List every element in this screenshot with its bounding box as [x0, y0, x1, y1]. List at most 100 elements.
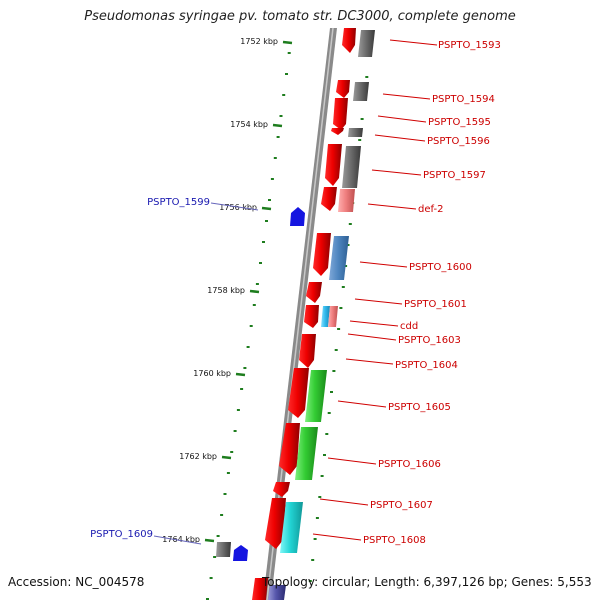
kbp-tick-1760: 1760 kbp — [193, 369, 246, 378]
gene-label-1597[interactable]: PSPTO_1597 — [423, 170, 486, 181]
right-leader-lines — [312, 39, 438, 541]
kbp-label-1758: 1758 kbp — [207, 286, 245, 295]
inner-tick — [330, 391, 333, 393]
forward-strand-genes — [252, 28, 356, 600]
gene-label-1609[interactable]: PSPTO_1609 — [90, 529, 153, 540]
inner-tick — [334, 349, 338, 351]
accession-label: Accession: NC_004578 — [8, 575, 145, 589]
left-leader-lines — [153, 202, 259, 545]
gene-label-1607[interactable]: PSPTO_1607 — [370, 500, 433, 511]
gene-label-1600[interactable]: PSPTO_1600 — [409, 262, 472, 273]
inner-tick — [325, 433, 329, 435]
kbp-label-1754: 1754 kbp — [230, 120, 268, 129]
gene-arrow-bottom[interactable] — [252, 578, 268, 600]
inner-tick — [323, 454, 326, 456]
gene-label-1595[interactable]: PSPTO_1595 — [428, 117, 491, 128]
gene-arrow-1600[interactable] — [313, 233, 331, 276]
feature-block-1594[interactable] — [353, 82, 369, 101]
gene-arrow-1597[interactable] — [325, 144, 342, 186]
inner-tick — [348, 223, 352, 225]
feature-block-1600[interactable] — [329, 236, 349, 280]
gene-arrow-1605[interactable] — [288, 368, 309, 418]
map-title: Pseudomonas syringae pv. tomato str. DC3… — [84, 9, 516, 24]
gene-arrow-1601[interactable] — [306, 282, 322, 303]
gene-arrow-1595[interactable] — [333, 98, 348, 130]
inner-tick — [332, 370, 336, 372]
minor-tick — [236, 409, 240, 411]
kbp-label-1752: 1752 kbp — [240, 37, 278, 46]
minor-tick — [226, 472, 230, 474]
minor-tick — [262, 241, 265, 243]
inner-tick — [318, 496, 322, 498]
gene-arrow-1608[interactable] — [265, 498, 286, 549]
feature-block-1608[interactable] — [280, 502, 303, 553]
inner-tick — [311, 559, 315, 561]
minor-tick — [282, 94, 286, 96]
feature-block-1596[interactable] — [348, 128, 363, 137]
minor-tick — [223, 493, 227, 495]
kbp-label-1760: 1760 kbp — [193, 369, 231, 378]
inner-tick — [341, 286, 345, 288]
inner-tick — [313, 538, 317, 540]
minor-tick — [287, 52, 291, 54]
kbp-tick-1764: 1764 kbp — [162, 535, 215, 544]
gene-label-1596[interactable]: PSPTO_1596 — [427, 136, 490, 147]
minor-tick — [255, 283, 259, 285]
gene-arrow-1606[interactable] — [279, 423, 300, 475]
gene-arrow-1609[interactable] — [233, 545, 248, 561]
feature-block-1597[interactable] — [342, 146, 361, 188]
minor-tick — [273, 157, 277, 159]
gene-arrow-1607[interactable] — [273, 482, 290, 497]
gene-arrow-1603[interactable] — [299, 334, 316, 368]
gene-label-1594[interactable]: PSPTO_1594 — [432, 94, 495, 105]
gene-label-1603[interactable]: PSPTO_1603 — [398, 335, 461, 346]
minor-tick — [233, 430, 237, 432]
kbp-tick-1758: 1758 kbp — [207, 286, 260, 295]
gene-arrow-1593[interactable] — [342, 28, 356, 53]
topology-label: Topology: circular; Length: 6,397,126 bp… — [262, 575, 592, 589]
feature-block-1606[interactable] — [295, 427, 318, 480]
gene-arrow-cdd[interactable] — [304, 305, 319, 328]
feature-block-def2[interactable] — [338, 189, 355, 212]
inner-tick — [315, 517, 319, 519]
minor-tick — [276, 136, 280, 138]
kbp-tick-1752: 1752 kbp — [240, 37, 293, 46]
feature-block-cdd-a[interactable] — [321, 306, 330, 327]
gene-arrow-1599[interactable] — [290, 207, 305, 226]
gene-label-1608[interactable]: PSPTO_1608 — [363, 535, 426, 546]
gene-arrow-def2[interactable] — [321, 187, 337, 211]
minor-tick — [265, 220, 268, 222]
gene-label-1604[interactable]: PSPTO_1604 — [395, 360, 458, 371]
gene-label-1605[interactable]: PSPTO_1605 — [388, 402, 451, 413]
kbp-tick-1756: 1756 kbp — [219, 203, 272, 212]
minor-tick-track — [206, 52, 291, 600]
left-gene-labels: PSPTO_1599 PSPTO_1609 — [90, 197, 210, 540]
inner-tick — [344, 265, 348, 267]
feature-block-cdd-b[interactable] — [328, 306, 338, 327]
gene-label-1599[interactable]: PSPTO_1599 — [147, 197, 210, 208]
minor-tick — [206, 598, 209, 600]
kbp-label-1762: 1762 kbp — [179, 452, 217, 461]
feature-block-bottom[interactable] — [268, 585, 286, 600]
feature-block-1593[interactable] — [358, 30, 375, 57]
inner-tick — [346, 244, 350, 246]
inner-tick — [337, 328, 341, 330]
feature-blocks — [268, 30, 375, 600]
minor-tick — [259, 262, 262, 264]
feature-block-1605[interactable] — [305, 370, 327, 422]
gene-label-1593[interactable]: PSPTO_1593 — [438, 40, 501, 51]
minor-tick — [268, 199, 271, 201]
kbp-tick-1754: 1754 kbp — [230, 120, 283, 129]
gene-arrow-1594[interactable] — [336, 80, 350, 98]
feature-block-1609[interactable] — [216, 542, 231, 557]
minor-tick — [279, 115, 283, 117]
gene-label-1601[interactable]: PSPTO_1601 — [404, 299, 467, 310]
gene-label-cdd[interactable]: cdd — [400, 321, 418, 332]
minor-tick — [230, 451, 234, 453]
minor-tick — [285, 73, 288, 75]
gene-label-def2[interactable]: def-2 — [418, 204, 443, 215]
gene-arrow-1596[interactable] — [331, 128, 344, 135]
minor-tick — [216, 535, 220, 537]
gene-label-1606[interactable]: PSPTO_1606 — [378, 459, 441, 470]
